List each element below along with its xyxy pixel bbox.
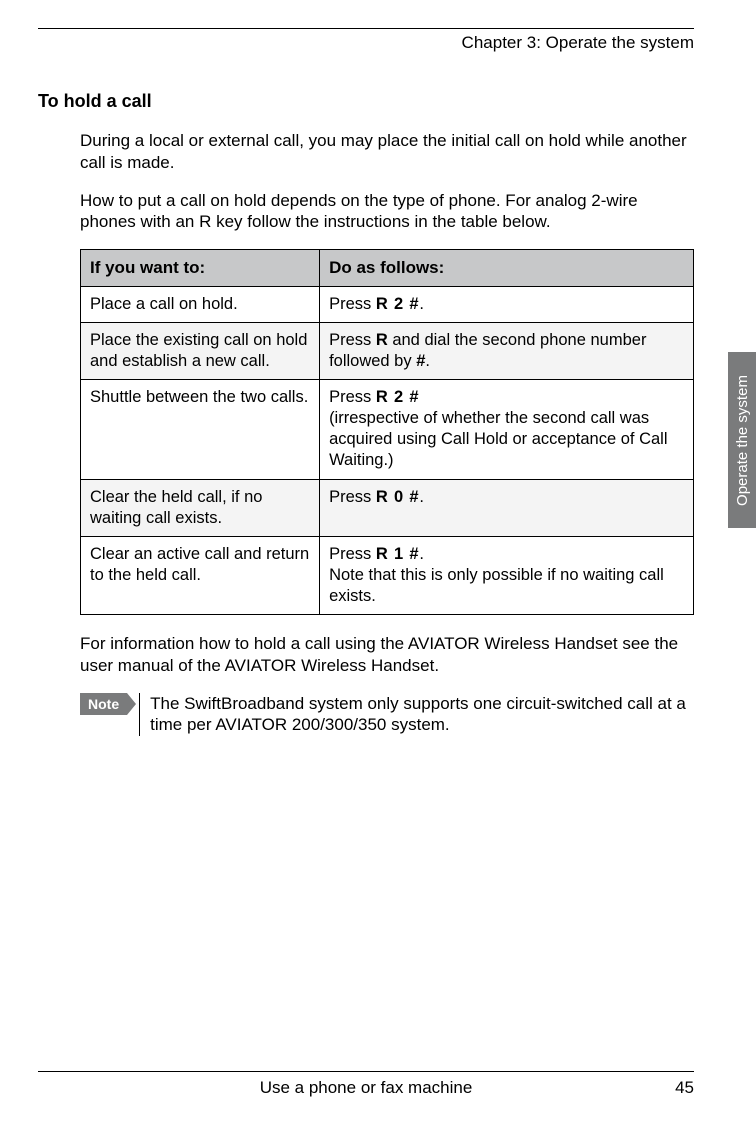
chapter-header: Chapter 3: Operate the system [38, 33, 694, 53]
table-row: Place the existing call on hold and esta… [81, 322, 694, 379]
cell-do: Press R 1 #. Note that this is only poss… [320, 536, 694, 614]
table-row: Clear the held call, if no waiting call … [81, 479, 694, 536]
footer-line: Use a phone or fax machine 45 [38, 1078, 694, 1098]
cell-want: Clear the held call, if no waiting call … [81, 479, 320, 536]
note-text: The SwiftBroadband system only supports … [139, 693, 694, 737]
cell-do: Press R 2 #. [320, 286, 694, 322]
footer-rule [38, 1071, 694, 1072]
table-header-row: If you want to: Do as follows: [81, 250, 694, 287]
footer-title: Use a phone or fax machine [260, 1078, 473, 1098]
note-block: Note The SwiftBroadband system only supp… [80, 693, 694, 737]
intro-paragraph-2: How to put a call on hold depends on the… [80, 190, 694, 234]
cell-want: Clear an active call and return to the h… [81, 536, 320, 614]
note-tag: Note [80, 693, 127, 715]
section-heading: To hold a call [38, 91, 694, 112]
cell-do: Press R 0 #. [320, 479, 694, 536]
footer-page-number: 45 [675, 1078, 694, 1098]
header-rule [38, 28, 694, 29]
cell-want: Place a call on hold. [81, 286, 320, 322]
post-table-paragraph: For information how to hold a call using… [80, 633, 694, 677]
table-row: Place a call on hold. Press R 2 #. [81, 286, 694, 322]
table-row: Shuttle between the two calls. Press R 2… [81, 380, 694, 479]
col-header-want: If you want to: [81, 250, 320, 287]
cell-do: Press R and dial the second phone number… [320, 322, 694, 379]
page-footer: Use a phone or fax machine 45 [38, 1071, 694, 1098]
table-row: Clear an active call and return to the h… [81, 536, 694, 614]
cell-want: Shuttle between the two calls. [81, 380, 320, 479]
side-tab: Operate the system [728, 352, 756, 528]
side-tab-label: Operate the system [734, 375, 751, 506]
col-header-do: Do as follows: [320, 250, 694, 287]
body-content: During a local or external call, you may… [80, 130, 694, 736]
cell-do: Press R 2 # (irrespective of whether the… [320, 380, 694, 479]
cell-want: Place the existing call on hold and esta… [81, 322, 320, 379]
page-container: Chapter 3: Operate the system To hold a … [0, 0, 756, 1130]
instructions-table: If you want to: Do as follows: Place a c… [80, 249, 694, 615]
intro-paragraph-1: During a local or external call, you may… [80, 130, 694, 174]
